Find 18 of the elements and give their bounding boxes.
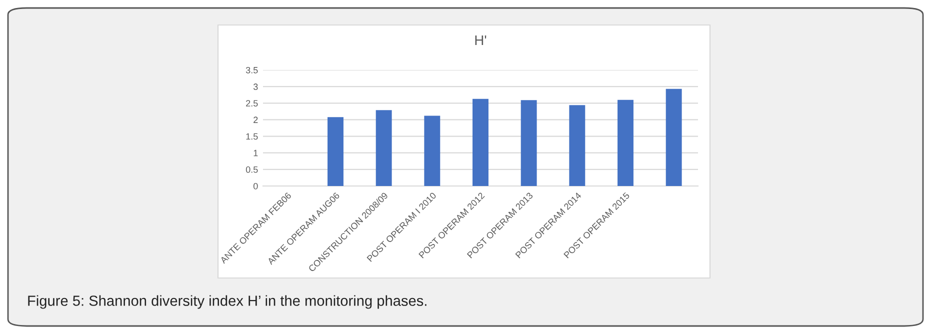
bar bbox=[618, 100, 634, 186]
bar bbox=[376, 110, 392, 186]
bar bbox=[328, 117, 344, 186]
y-tick-label: 2 bbox=[254, 116, 258, 123]
y-tick-label: 1.5 bbox=[246, 133, 258, 140]
chart-title: H' bbox=[475, 35, 486, 45]
caption: Figure 5: Shannon diversity index H’ in the monitoring phases. bbox=[28, 295, 426, 309]
y-tick-label: 0 bbox=[253, 182, 258, 190]
y-tick-label: 3.5 bbox=[246, 66, 258, 74]
bar bbox=[569, 105, 586, 186]
y-tick-label: 3 bbox=[253, 84, 258, 90]
bar bbox=[424, 116, 440, 186]
bar bbox=[520, 100, 537, 186]
y-tick-label: 2.5 bbox=[246, 100, 258, 107]
y-tick-label: 1 bbox=[254, 150, 258, 156]
y-tick-label: 0.5 bbox=[246, 166, 258, 173]
bar bbox=[666, 88, 682, 186]
bar bbox=[472, 98, 488, 186]
